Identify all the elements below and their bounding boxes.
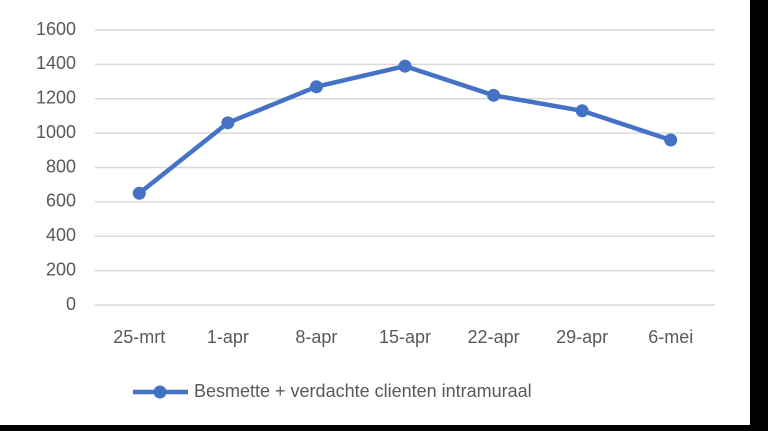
data-point [664,133,678,147]
x-tick-label: 15-apr [379,327,431,347]
y-tick-label: 400 [46,225,76,245]
x-tick-label: 25-mrt [113,327,165,347]
y-tick-label: 1400 [36,53,76,73]
x-tick-label: 22-apr [468,327,520,347]
data-point [221,116,235,130]
data-point [132,186,146,200]
x-tick-label: 6-mei [648,327,693,347]
data-point [309,80,323,94]
data-point [398,59,412,73]
legend-marker [153,385,167,399]
data-point [487,88,501,102]
y-tick-label: 800 [46,156,76,176]
y-tick-label: 200 [46,259,76,279]
x-tick-label: 1-apr [207,327,249,347]
y-tick-label: 1000 [36,122,76,142]
y-tick-label: 0 [66,294,76,314]
y-tick-label: 600 [46,191,76,211]
legend-label: Besmette + verdachte clienten intramuraa… [194,381,532,401]
y-tick-label: 1600 [36,19,76,39]
y-tick-label: 1200 [36,88,76,108]
data-point [575,104,589,118]
x-tick-label: 8-apr [295,327,337,347]
x-tick-label: 29-apr [556,327,608,347]
